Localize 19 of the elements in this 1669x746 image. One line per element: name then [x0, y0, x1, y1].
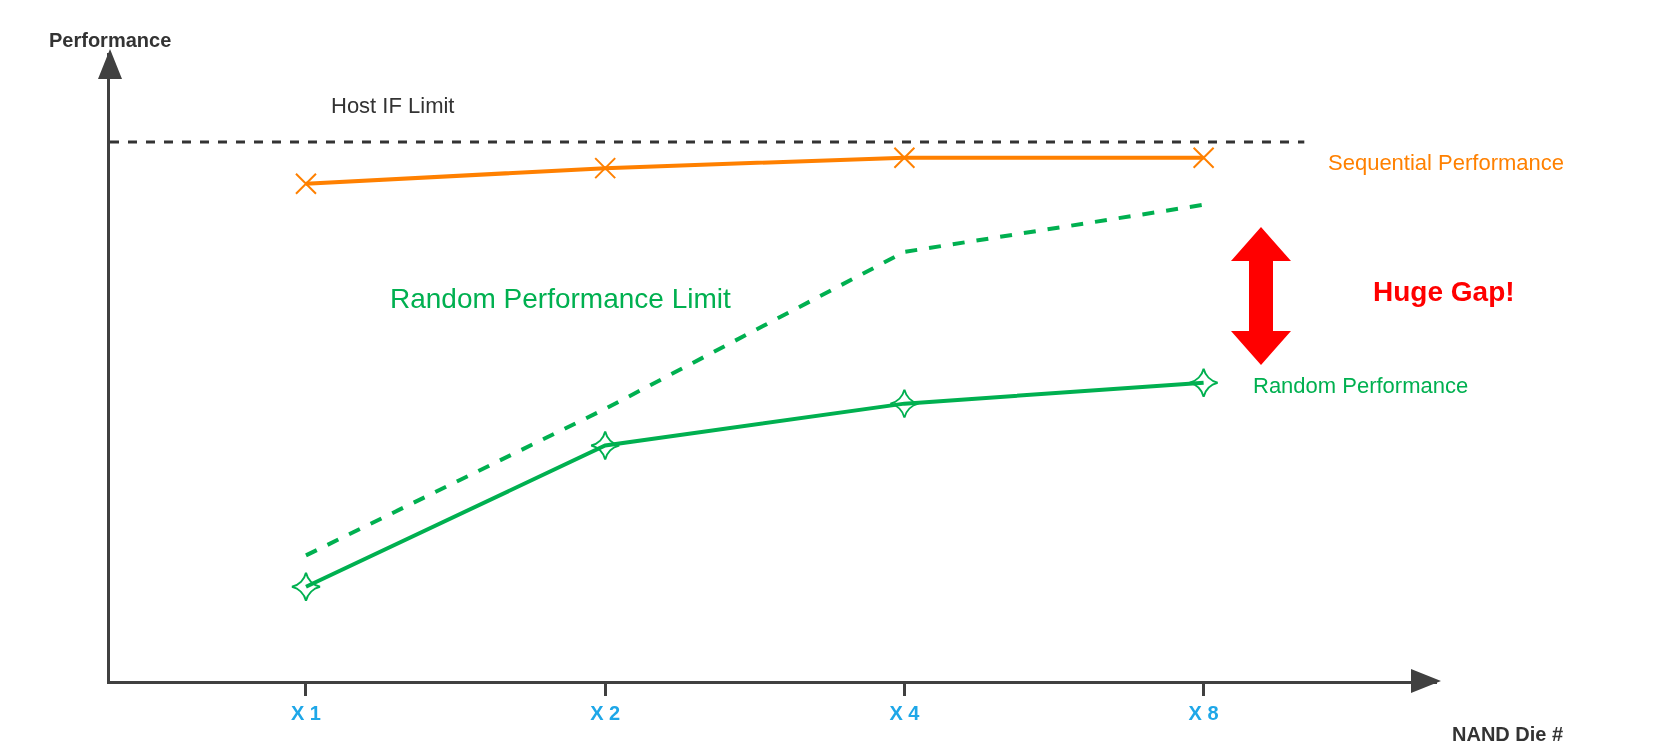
point — [294, 172, 317, 195]
series-label: Random Performance — [1253, 373, 1469, 398]
ref-line-label: Host IF Limit — [331, 93, 455, 118]
x-tick-label: X 2 — [590, 702, 621, 724]
point — [889, 388, 920, 419]
point — [290, 571, 321, 602]
x-axis-title: NAND Die # — [1452, 723, 1564, 745]
text: Sequential Performance — [1328, 150, 1565, 175]
point — [1192, 146, 1215, 169]
point — [594, 157, 617, 180]
point — [1188, 367, 1219, 398]
annotation: Huge Gap! — [1373, 276, 1515, 307]
point — [893, 146, 916, 169]
text: Performance — [49, 29, 172, 51]
series-label: Random Performance Limit — [390, 283, 732, 314]
x-tick-label: X 4 — [889, 702, 921, 724]
x-tick-label: X 8 — [1188, 702, 1219, 724]
x-tick-label: X 1 — [290, 702, 321, 724]
point — [590, 430, 621, 461]
